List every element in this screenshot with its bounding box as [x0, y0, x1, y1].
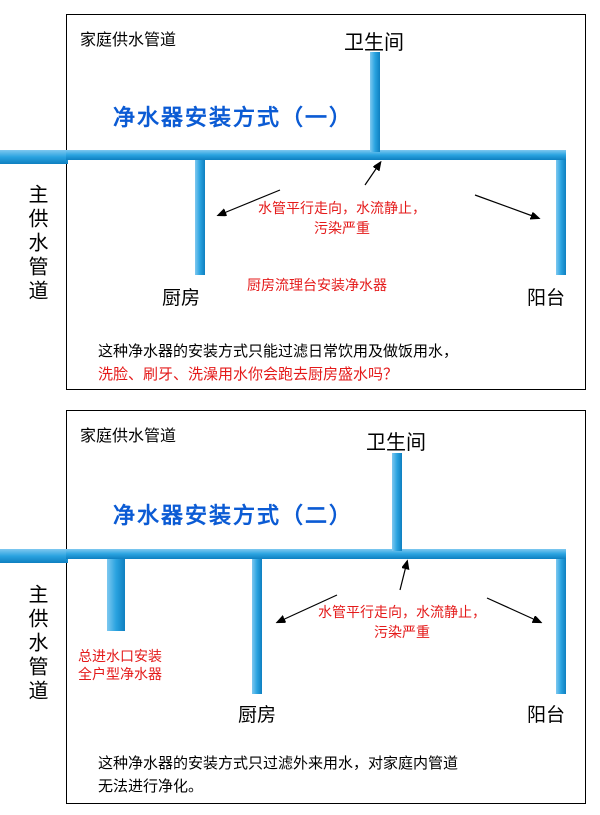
panel1-header: 家庭供水管道	[80, 26, 176, 50]
panel1-main-label: 主供水管道	[22, 184, 51, 304]
panel2-bathroom: 卫生间	[366, 426, 426, 455]
pipe-inlet-2	[0, 549, 68, 563]
pipe-inlet-1	[0, 150, 68, 164]
panel2-desc-l1: 这种净水器的安装方式只过滤外来用水，对家庭内管道	[98, 755, 458, 772]
pipe-kitchen-1	[195, 160, 205, 275]
panel1-balcony: 阳台	[527, 283, 565, 310]
panel1-desc-black: 这种净水器的安装方式只能过滤日常饮用及做饭用水，	[98, 343, 458, 360]
panel2-header: 家庭供水管道	[80, 422, 176, 446]
pipe-balcony-2	[556, 559, 566, 694]
panel2-main-label: 主供水管道	[22, 584, 51, 704]
panel1-title: 净水器安装方式（一）	[113, 100, 353, 132]
pipe-balcony-1	[556, 160, 566, 275]
panel1-desc-red: 洗脸、刷牙、洗澡用水你会跑去厨房盛水吗？	[98, 366, 398, 383]
panel2-red-note2-l2: 全户型净水器	[78, 664, 162, 684]
panel1-red-note1-l2: 污染严重	[314, 218, 370, 238]
panel2-title: 净水器安装方式（二）	[113, 498, 353, 530]
pipe-bathroom-2	[392, 453, 402, 551]
pipe-main-2	[66, 549, 566, 559]
panel2-desc: 这种净水器的安装方式只过滤外来用水，对家庭内管道 无法进行净化。	[98, 752, 458, 799]
panel2-kitchen: 厨房	[238, 700, 276, 727]
pipe-filter-2	[107, 559, 125, 631]
panel1-kitchen: 厨房	[162, 283, 200, 310]
panel1-desc: 这种净水器的安装方式只能过滤日常饮用及做饭用水， 洗脸、刷牙、洗澡用水你会跑去厨…	[98, 340, 458, 387]
pipe-main-1	[66, 150, 566, 160]
panel1-red-note2: 厨房流理台安装净水器	[247, 275, 387, 295]
panel1-bathroom: 卫生间	[344, 26, 404, 55]
panel1-red-note1-l1: 水管平行走向，水流静止，	[258, 198, 426, 218]
panel2-balcony: 阳台	[527, 700, 565, 727]
panel2-red-note1-l1: 水管平行走向，水流静止，	[318, 602, 486, 622]
panel2-red-note2-l1: 总进水口安装	[78, 646, 162, 666]
panel2-red-note1-l2: 污染严重	[374, 622, 430, 642]
pipe-kitchen-2	[252, 559, 262, 694]
pipe-bathroom-1	[370, 52, 380, 152]
panel2-desc-l2: 无法进行净化。	[98, 778, 203, 795]
